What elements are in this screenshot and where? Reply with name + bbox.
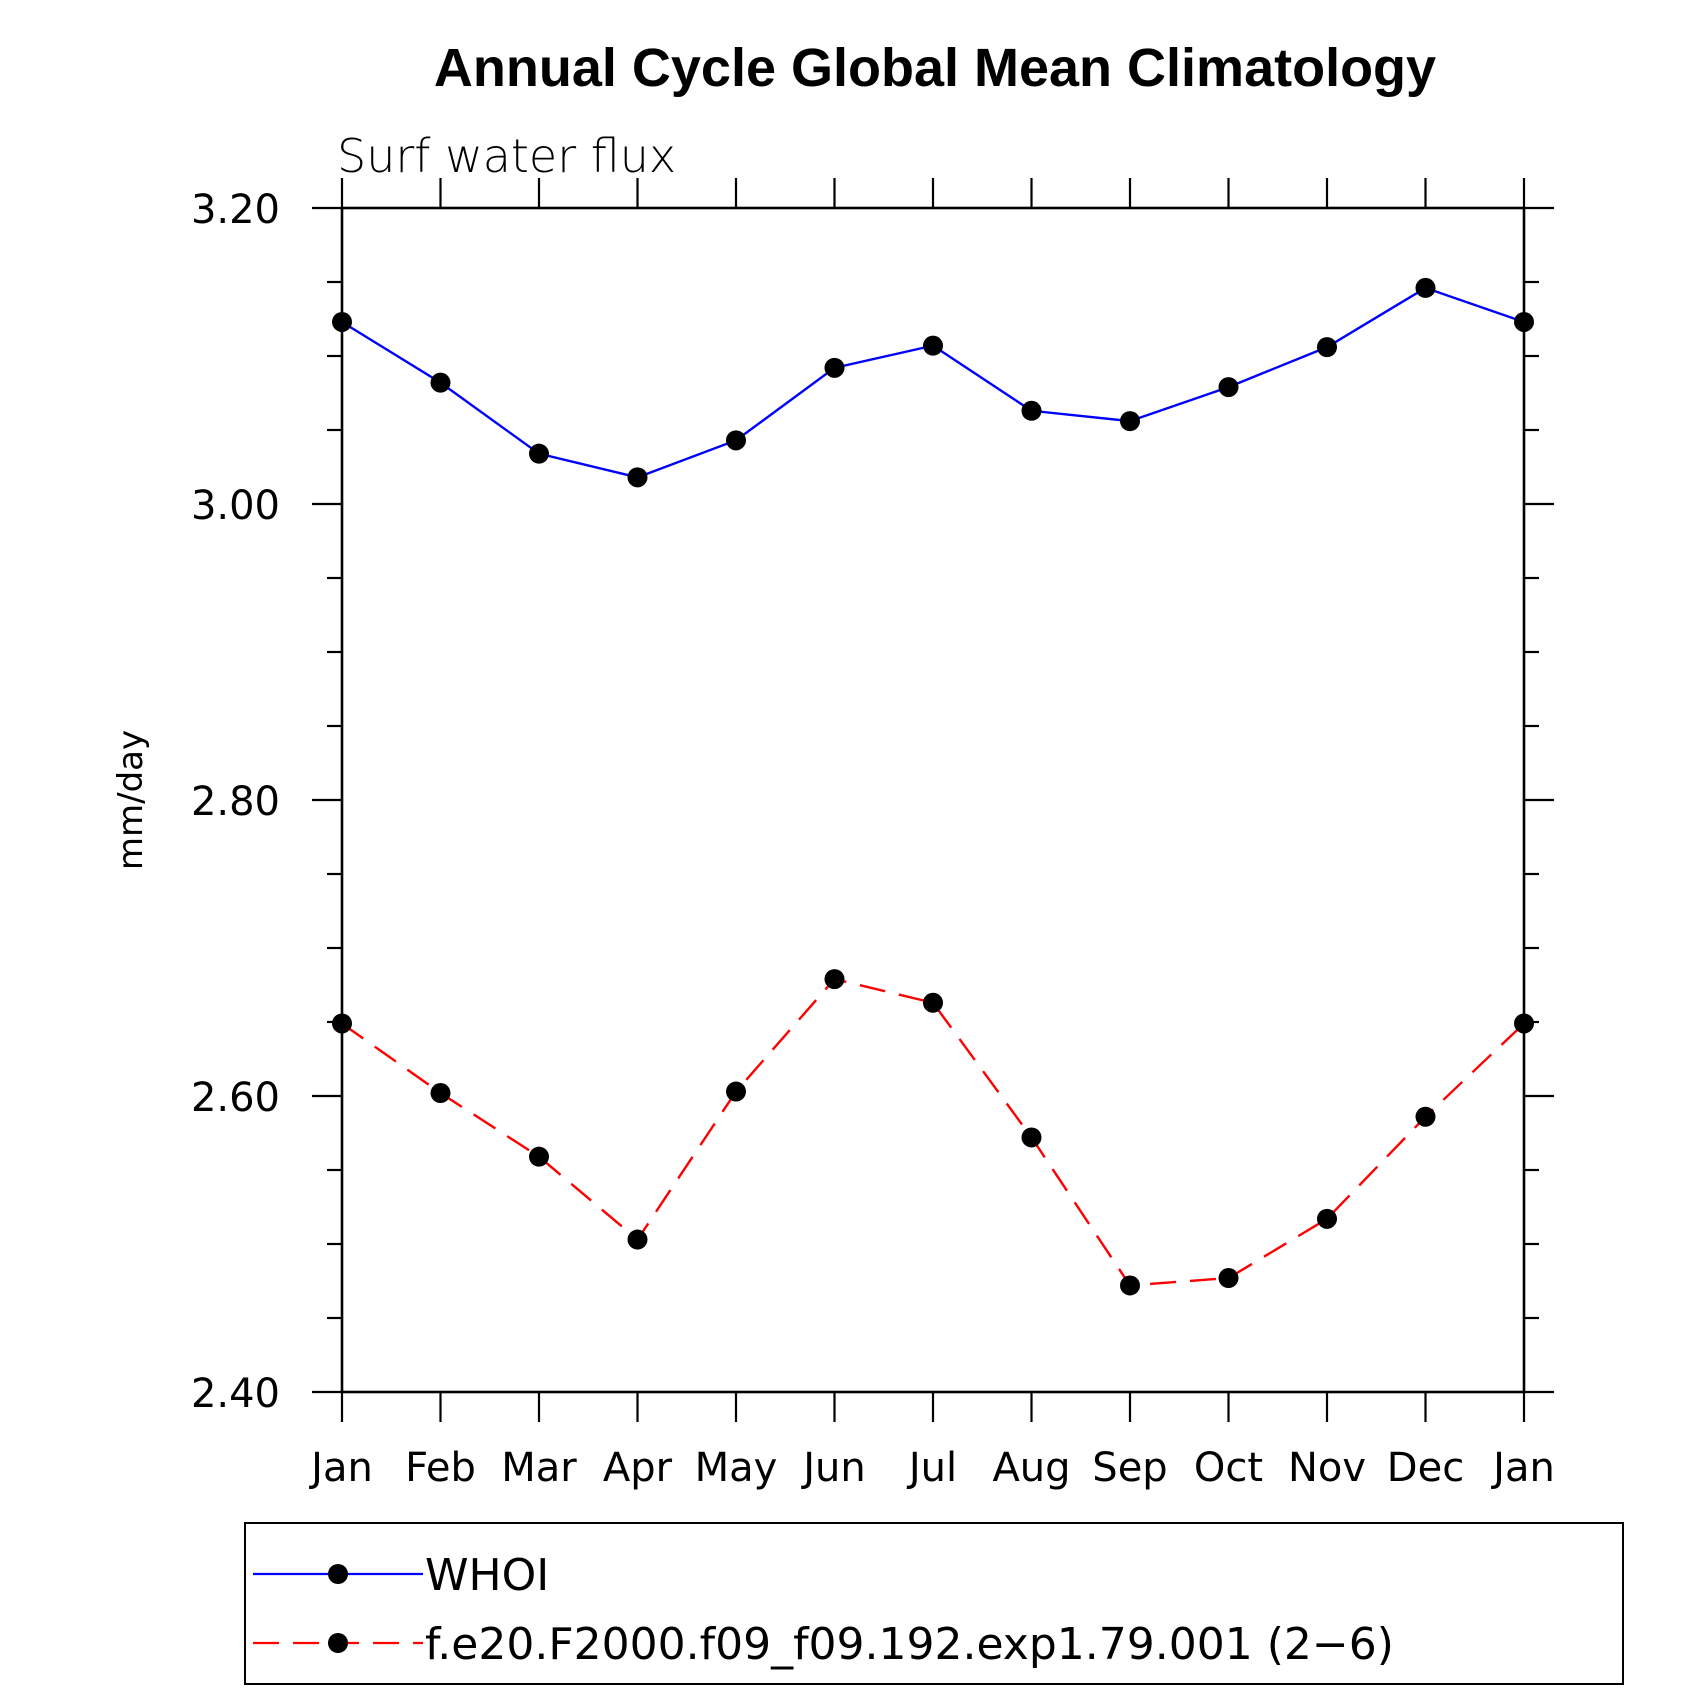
data-point <box>1120 1275 1140 1296</box>
data-point <box>1317 337 1337 358</box>
data-point <box>824 357 845 378</box>
data-point <box>923 335 943 356</box>
series-line <box>341 977 1525 1287</box>
data-point <box>627 1229 648 1250</box>
x-tick-label: Sep <box>1092 1445 1167 1491</box>
x-axis-ticks: Jan Feb Mar Apr May Jun Jul Aug Sep Oct Nov Dec Jan <box>308 178 1555 1491</box>
y-tick-label: 2.80 <box>191 779 280 825</box>
x-tick-label: Oct <box>1194 1445 1263 1491</box>
x-tick-label: Jul <box>906 1445 957 1491</box>
x-tick-label: Feb <box>405 1445 476 1491</box>
x-tick-label: Nov <box>1288 1445 1366 1491</box>
y-tick-label: 2.60 <box>191 1075 280 1121</box>
y-axis-ticks: 2.40 2.60 2.80 3.00 3.20 <box>191 187 1554 1417</box>
x-tick-label: Apr <box>603 1445 673 1491</box>
x-tick-label: Jan <box>308 1445 373 1491</box>
y-axis-label: mm/day <box>111 730 151 870</box>
data-point <box>1514 1013 1534 1034</box>
data-point <box>332 1013 352 1034</box>
chart-subtitle: Surf water flux <box>337 129 676 183</box>
chart-title: Annual Cycle Global Mean Climatology <box>434 38 1436 98</box>
legend-swatch-marker <box>328 1633 348 1653</box>
data-point <box>430 372 451 393</box>
data-point <box>529 1146 549 1167</box>
y-tick-label: 3.00 <box>191 483 280 529</box>
x-tick-label: Mar <box>501 1445 577 1491</box>
x-tick-label: May <box>695 1445 778 1491</box>
data-point <box>1514 311 1534 332</box>
data-point <box>824 969 845 990</box>
data-point <box>627 467 648 488</box>
plot-frame <box>340 206 1526 1394</box>
data-point <box>529 443 549 464</box>
data-point <box>726 430 746 451</box>
legend-label-model: f.e20.F2000.f09_f09.192.exp1.79.001 (2−6… <box>425 1619 1394 1670</box>
data-point <box>726 1081 746 1102</box>
data-point <box>1120 411 1140 432</box>
series-line <box>341 286 1525 479</box>
data-point <box>1317 1208 1337 1229</box>
plot-border <box>340 206 1526 1394</box>
series-layer <box>332 277 1534 1296</box>
data-point <box>332 311 352 332</box>
data-point <box>1415 277 1436 298</box>
x-tick-label: Aug <box>992 1445 1070 1491</box>
x-tick-label: Jun <box>800 1445 866 1491</box>
legend-label-whoi: WHOI <box>425 1550 549 1601</box>
y-tick-label: 3.20 <box>191 187 280 233</box>
legend: WHOI f.e20.F2000.f09_f09.192.exp1.79.001… <box>244 1522 1624 1685</box>
data-point <box>1218 1268 1239 1289</box>
data-point <box>923 992 943 1013</box>
data-point <box>1021 400 1042 421</box>
data-point <box>1415 1106 1436 1127</box>
x-tick-label: Dec <box>1387 1445 1464 1491</box>
x-tick-label: Jan <box>1490 1445 1555 1491</box>
data-point <box>1218 377 1239 398</box>
legend-swatch-marker <box>328 1564 348 1584</box>
data-point <box>430 1083 451 1104</box>
data-point <box>1021 1127 1042 1148</box>
y-tick-label: 2.40 <box>191 1371 280 1417</box>
legend-box <box>244 1522 1624 1685</box>
